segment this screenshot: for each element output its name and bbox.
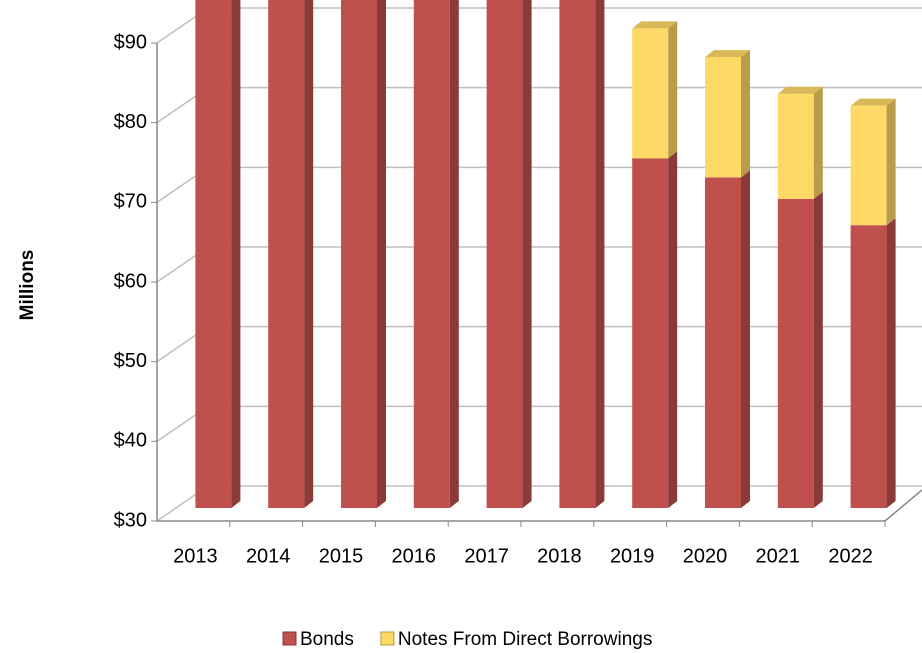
y-tick-label: $80 (114, 111, 147, 133)
bar-segment-side (741, 50, 750, 178)
legend-label: Notes From Direct Borrowings (398, 629, 652, 650)
bar-segment (777, 198, 814, 509)
x-tick-label: 2022 (828, 545, 873, 567)
bar-top (850, 98, 896, 106)
bar-segment-side (741, 170, 750, 508)
legend-swatch (282, 631, 297, 646)
bar-segment (705, 57, 741, 178)
x-tick-label: 2014 (246, 545, 291, 567)
bar-segment (486, 0, 523, 508)
bar-segment (413, 0, 450, 508)
x-tick-label: 2020 (683, 545, 728, 567)
bar-segment (195, 0, 232, 508)
x-tick-label: 2019 (610, 545, 655, 567)
bar-segment (705, 177, 741, 508)
bar-segment-side (377, 0, 386, 508)
bar-segment (559, 0, 596, 509)
bar-top (632, 21, 678, 29)
bar-segment-side (668, 151, 678, 508)
floor-side (884, 489, 922, 522)
y-tick-label: $50 (114, 350, 147, 372)
bar-segment-side (668, 21, 678, 159)
bar-segment-side (231, 0, 241, 508)
bar-segment-side (886, 218, 896, 508)
legend-label: Bonds (300, 629, 354, 650)
x-tick-label: 2015 (319, 545, 364, 567)
bar-segment-side (522, 0, 532, 508)
y-tick-label: $90 (114, 31, 147, 53)
bar-top (777, 86, 823, 94)
y-tick-label: $30 (114, 509, 147, 531)
bar-segment-side (886, 98, 896, 226)
x-tick-label: 2018 (537, 545, 582, 567)
x-tick-label: 2017 (464, 545, 509, 567)
bar-segment (632, 158, 669, 508)
bar-segment-side (304, 0, 314, 508)
bar-segment-side (813, 191, 823, 509)
legend-swatch (380, 631, 395, 646)
bar-segment-side (813, 86, 823, 199)
bar-segment (777, 93, 814, 199)
x-tick-label: 2021 (756, 545, 801, 567)
x-tick-label: 2013 (173, 545, 218, 567)
bar-segment (850, 225, 887, 508)
bar-segment (850, 105, 887, 226)
bar-top (705, 50, 750, 58)
y-tick-label: $70 (114, 191, 147, 213)
y-axis-title: Millions (17, 250, 38, 321)
y-tick-label: $60 (114, 270, 147, 292)
bar-segment-side (595, 0, 605, 508)
bar-segment (268, 0, 305, 509)
bar-segment (341, 0, 377, 508)
bar-segment-side (449, 0, 459, 508)
bar-segment (632, 28, 669, 159)
y-tick-label: $40 (114, 430, 147, 452)
x-tick-label: 2016 (392, 545, 437, 567)
